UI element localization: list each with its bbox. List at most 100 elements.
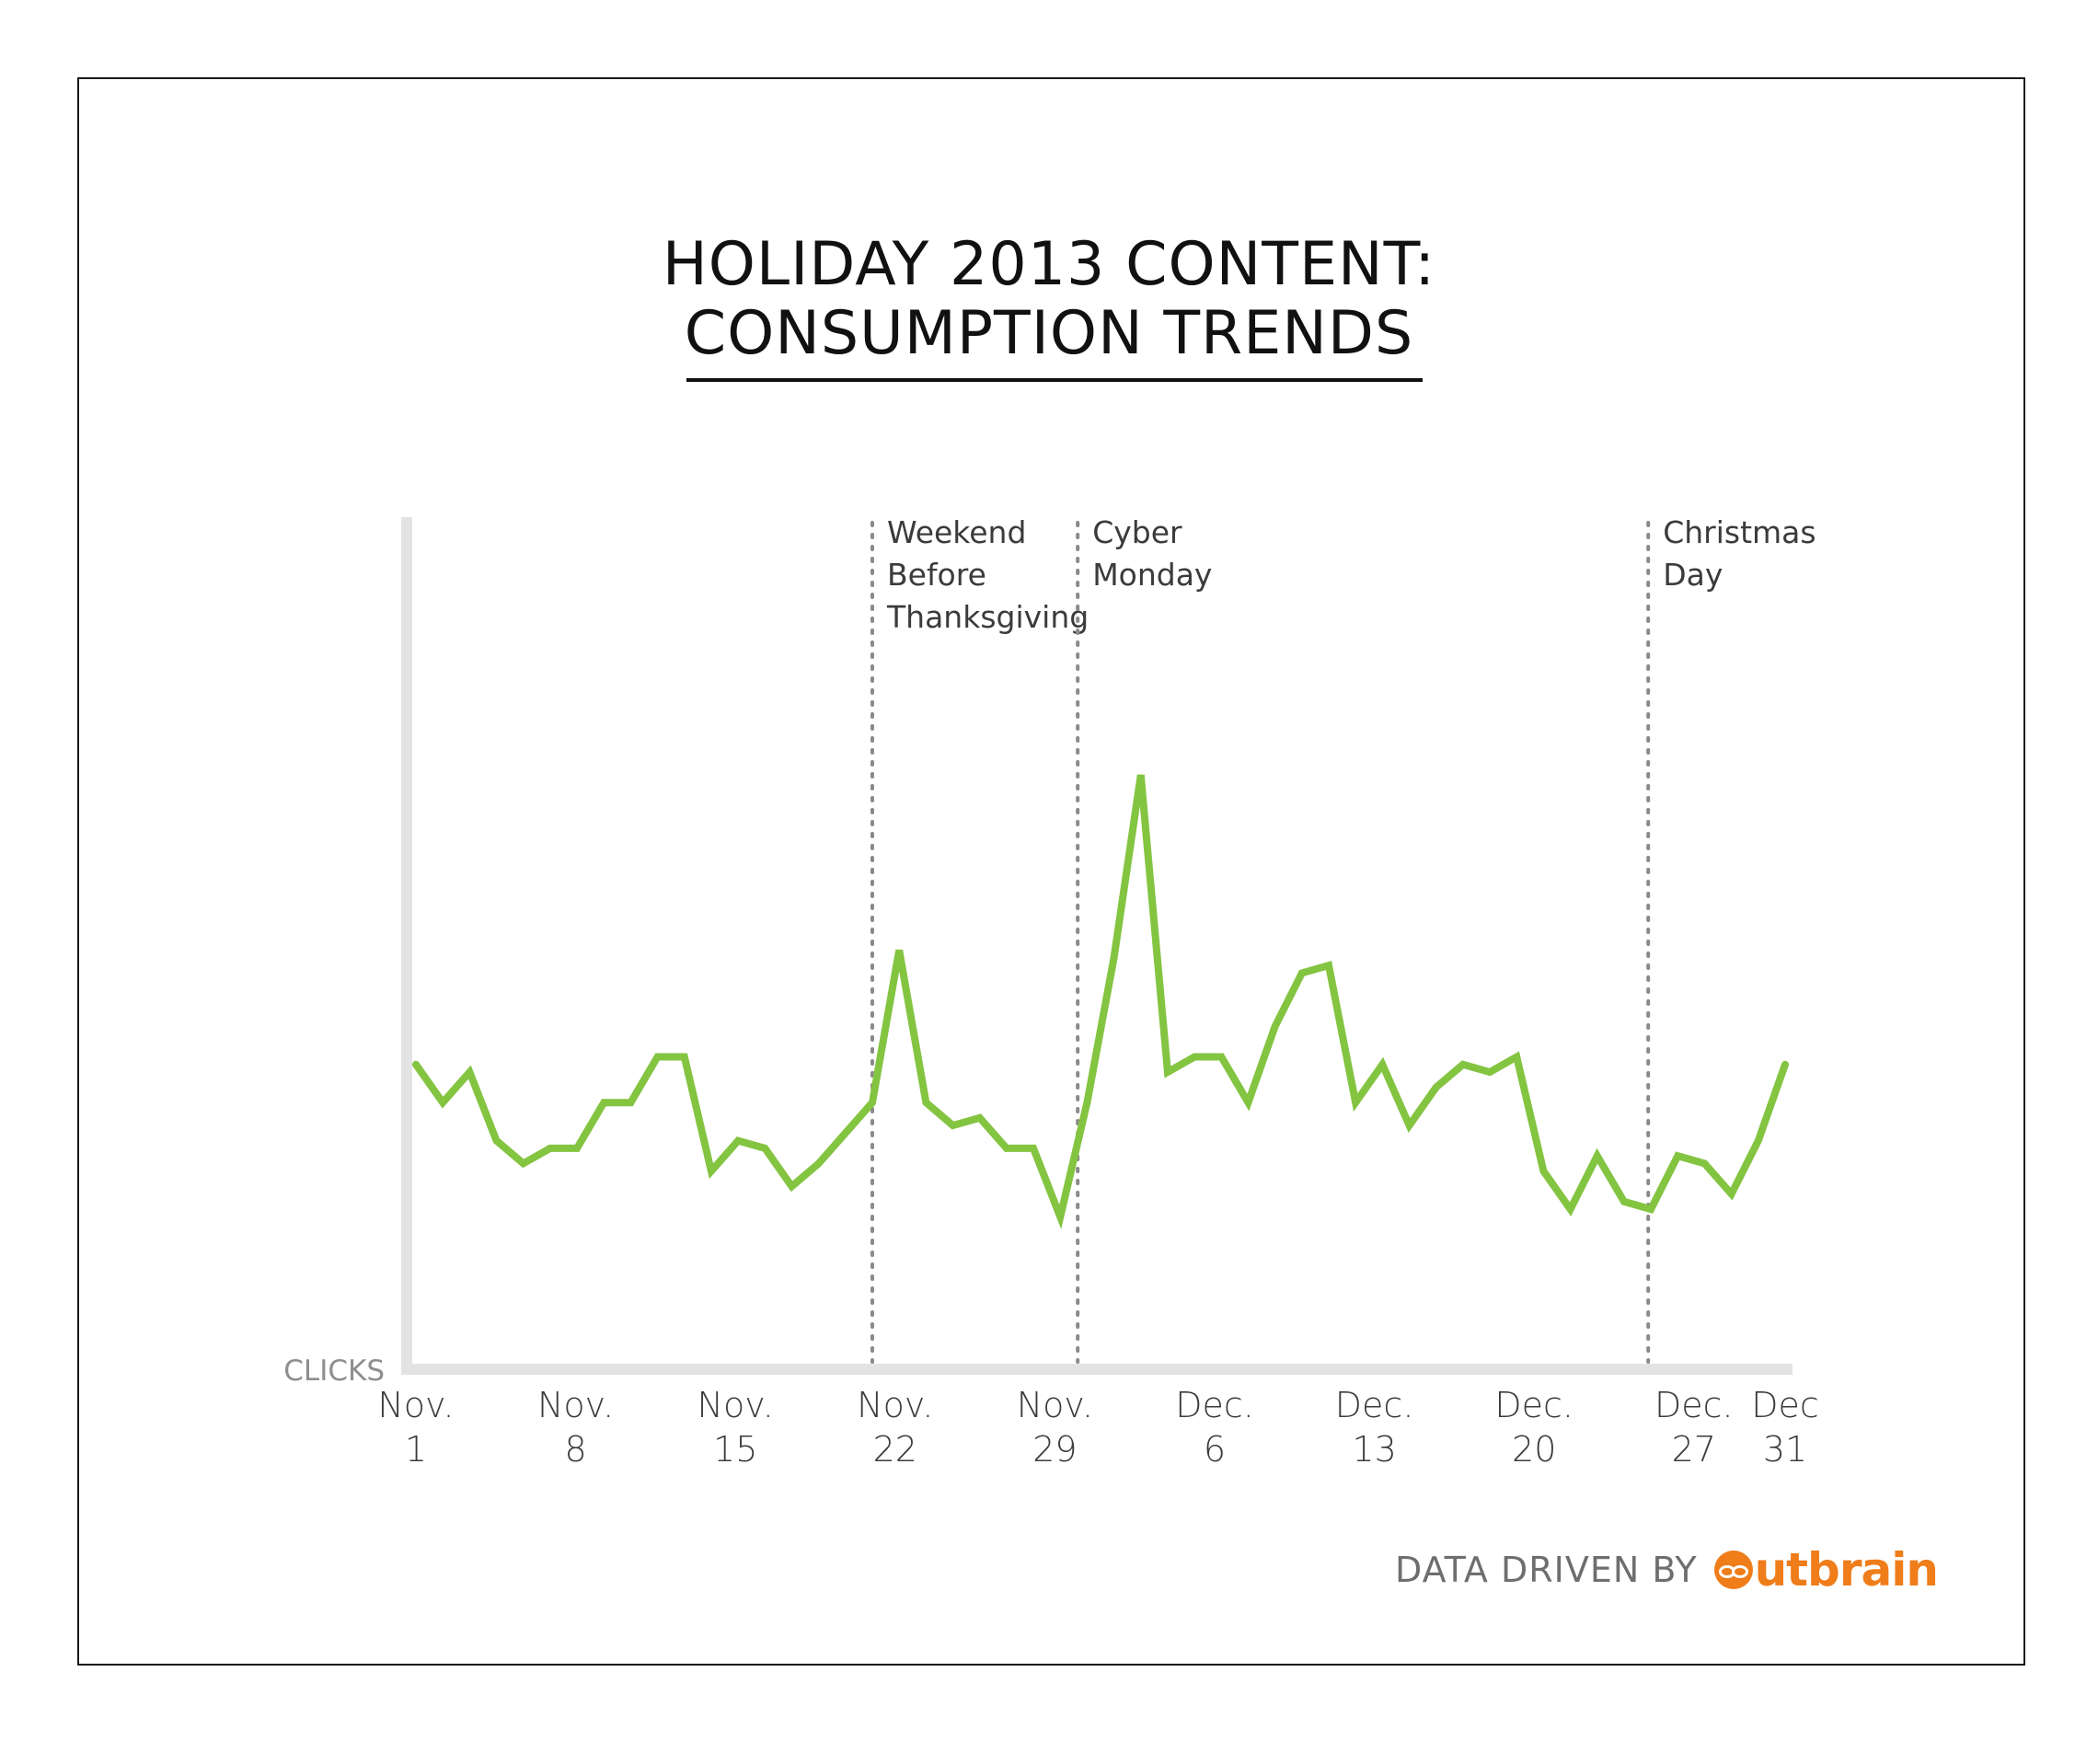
data-point [1006, 1147, 1008, 1149]
data-point [710, 1170, 712, 1172]
x-tick-day: 20 [1512, 1429, 1556, 1470]
chart-subtitle: CONSUMPTION TRENDS [684, 299, 1414, 368]
annotation-label-1: Cyber Monday [1092, 514, 1212, 593]
data-point [1247, 1101, 1249, 1103]
data-point [1301, 972, 1303, 974]
annotation-label-line: Weekend [887, 514, 1026, 550]
data-point [737, 1140, 739, 1142]
data-point [629, 1101, 631, 1103]
data-point [576, 1147, 578, 1149]
x-tick-label: Dec. 13 [1335, 1385, 1414, 1470]
data-point [415, 1064, 417, 1066]
data-point [468, 1071, 470, 1073]
annotation-label-line: Christmas [1663, 514, 1816, 550]
x-tick-day: 15 [713, 1429, 757, 1470]
data-point [657, 1056, 659, 1058]
x-tick-label: Dec. 6 [1175, 1385, 1254, 1470]
series-line-0 [412, 774, 1789, 1229]
brand-logo: utbrain [1713, 1543, 1939, 1597]
chart-axes [401, 517, 1793, 1375]
data-point [523, 1162, 524, 1164]
data-point [1274, 1025, 1276, 1027]
data-point [1193, 1056, 1195, 1058]
data-point [845, 1132, 847, 1134]
data-point [764, 1147, 766, 1149]
annotation-label-line: Before [887, 557, 986, 593]
data-point [684, 1056, 686, 1058]
data-point [1731, 1193, 1733, 1195]
x-tick-month: Dec [1751, 1385, 1819, 1425]
data-point [442, 1101, 444, 1103]
outbrain-logo-icon [1713, 1551, 1753, 1589]
data-point [871, 1101, 873, 1103]
data-point [1328, 964, 1330, 966]
data-point [1677, 1155, 1678, 1157]
annotation-label-line: Thanksgiving [886, 599, 1089, 635]
x-tick-day: 6 [1204, 1429, 1226, 1470]
title-underline [686, 378, 1423, 382]
x-tick-label: Nov. 1 [377, 1385, 454, 1470]
chart-series [412, 774, 1789, 1229]
data-point [818, 1162, 820, 1164]
data-point [603, 1101, 605, 1103]
data-point [1354, 1101, 1356, 1103]
data-point [1650, 1208, 1652, 1210]
data-point [1059, 1216, 1061, 1217]
chart-title: HOLIDAY 2013 CONTENT: [662, 230, 1436, 299]
x-tick-month: Nov. [697, 1385, 774, 1425]
data-point [979, 1117, 981, 1119]
x-tick-label: Nov. 22 [857, 1385, 933, 1470]
data-point [1032, 1147, 1034, 1149]
data-point [1220, 1056, 1222, 1058]
data-point [790, 1185, 792, 1187]
data-point [1462, 1064, 1464, 1066]
data-point [898, 950, 900, 951]
annotation-label-0: Weekend Before Thanksgiving [886, 514, 1089, 635]
data-point [1489, 1071, 1491, 1073]
data-point [1784, 1064, 1786, 1066]
annotation-label-line: Day [1663, 557, 1723, 593]
data-point [549, 1147, 551, 1149]
data-point [1570, 1208, 1572, 1210]
data-point [1435, 1087, 1437, 1089]
x-tick-month: Nov. [1017, 1385, 1093, 1425]
x-tick-day: 29 [1032, 1429, 1077, 1470]
x-tick-label: Dec. 27 [1654, 1385, 1734, 1470]
x-tick-label: Nov. 8 [537, 1385, 614, 1470]
x-tick-month: Dec. [1175, 1385, 1254, 1425]
y-axis-label: CLICKS [283, 1355, 385, 1388]
x-tick-day: 8 [565, 1429, 587, 1470]
x-tick-month: Dec. [1494, 1385, 1574, 1425]
annotation-label-line: Monday [1092, 557, 1212, 593]
footer-credit: DATA DRIVEN BY utbrain [1395, 1542, 1939, 1597]
data-point [952, 1124, 954, 1126]
data-point [1516, 1056, 1517, 1058]
data-point [1409, 1124, 1411, 1126]
footer-text: DATA DRIVEN BY [1395, 1550, 1698, 1590]
x-tick-month: Dec. [1335, 1385, 1414, 1425]
data-point [1381, 1064, 1383, 1066]
data-point [496, 1140, 498, 1142]
x-tick-month: Nov. [377, 1385, 454, 1425]
chart-annotations: Weekend Before Thanksgiving Cyber Monday Chri… [870, 514, 1816, 1364]
data-point [1140, 774, 1142, 776]
x-tick-day: 1 [405, 1429, 427, 1470]
x-tick-day: 31 [1763, 1429, 1807, 1470]
brand-text: utbrain [1754, 1543, 1939, 1597]
x-tick-label: Dec 31 [1751, 1385, 1819, 1470]
data-point [1113, 957, 1115, 959]
x-tick-month: Nov. [537, 1385, 614, 1425]
data-point [1623, 1201, 1625, 1203]
x-tick-day: 13 [1352, 1429, 1396, 1470]
data-point [925, 1101, 927, 1103]
data-point [1542, 1170, 1544, 1172]
chart-frame [77, 77, 2025, 1666]
x-tick-month: Nov. [857, 1385, 933, 1425]
data-point [1167, 1071, 1169, 1073]
x-tick-label: Dec. 20 [1494, 1385, 1574, 1470]
x-tick-month: Dec. [1654, 1385, 1734, 1425]
x-tick-day: 22 [873, 1429, 917, 1470]
data-point [1703, 1162, 1705, 1164]
annotation-label-2: Christmas Day [1663, 514, 1816, 593]
